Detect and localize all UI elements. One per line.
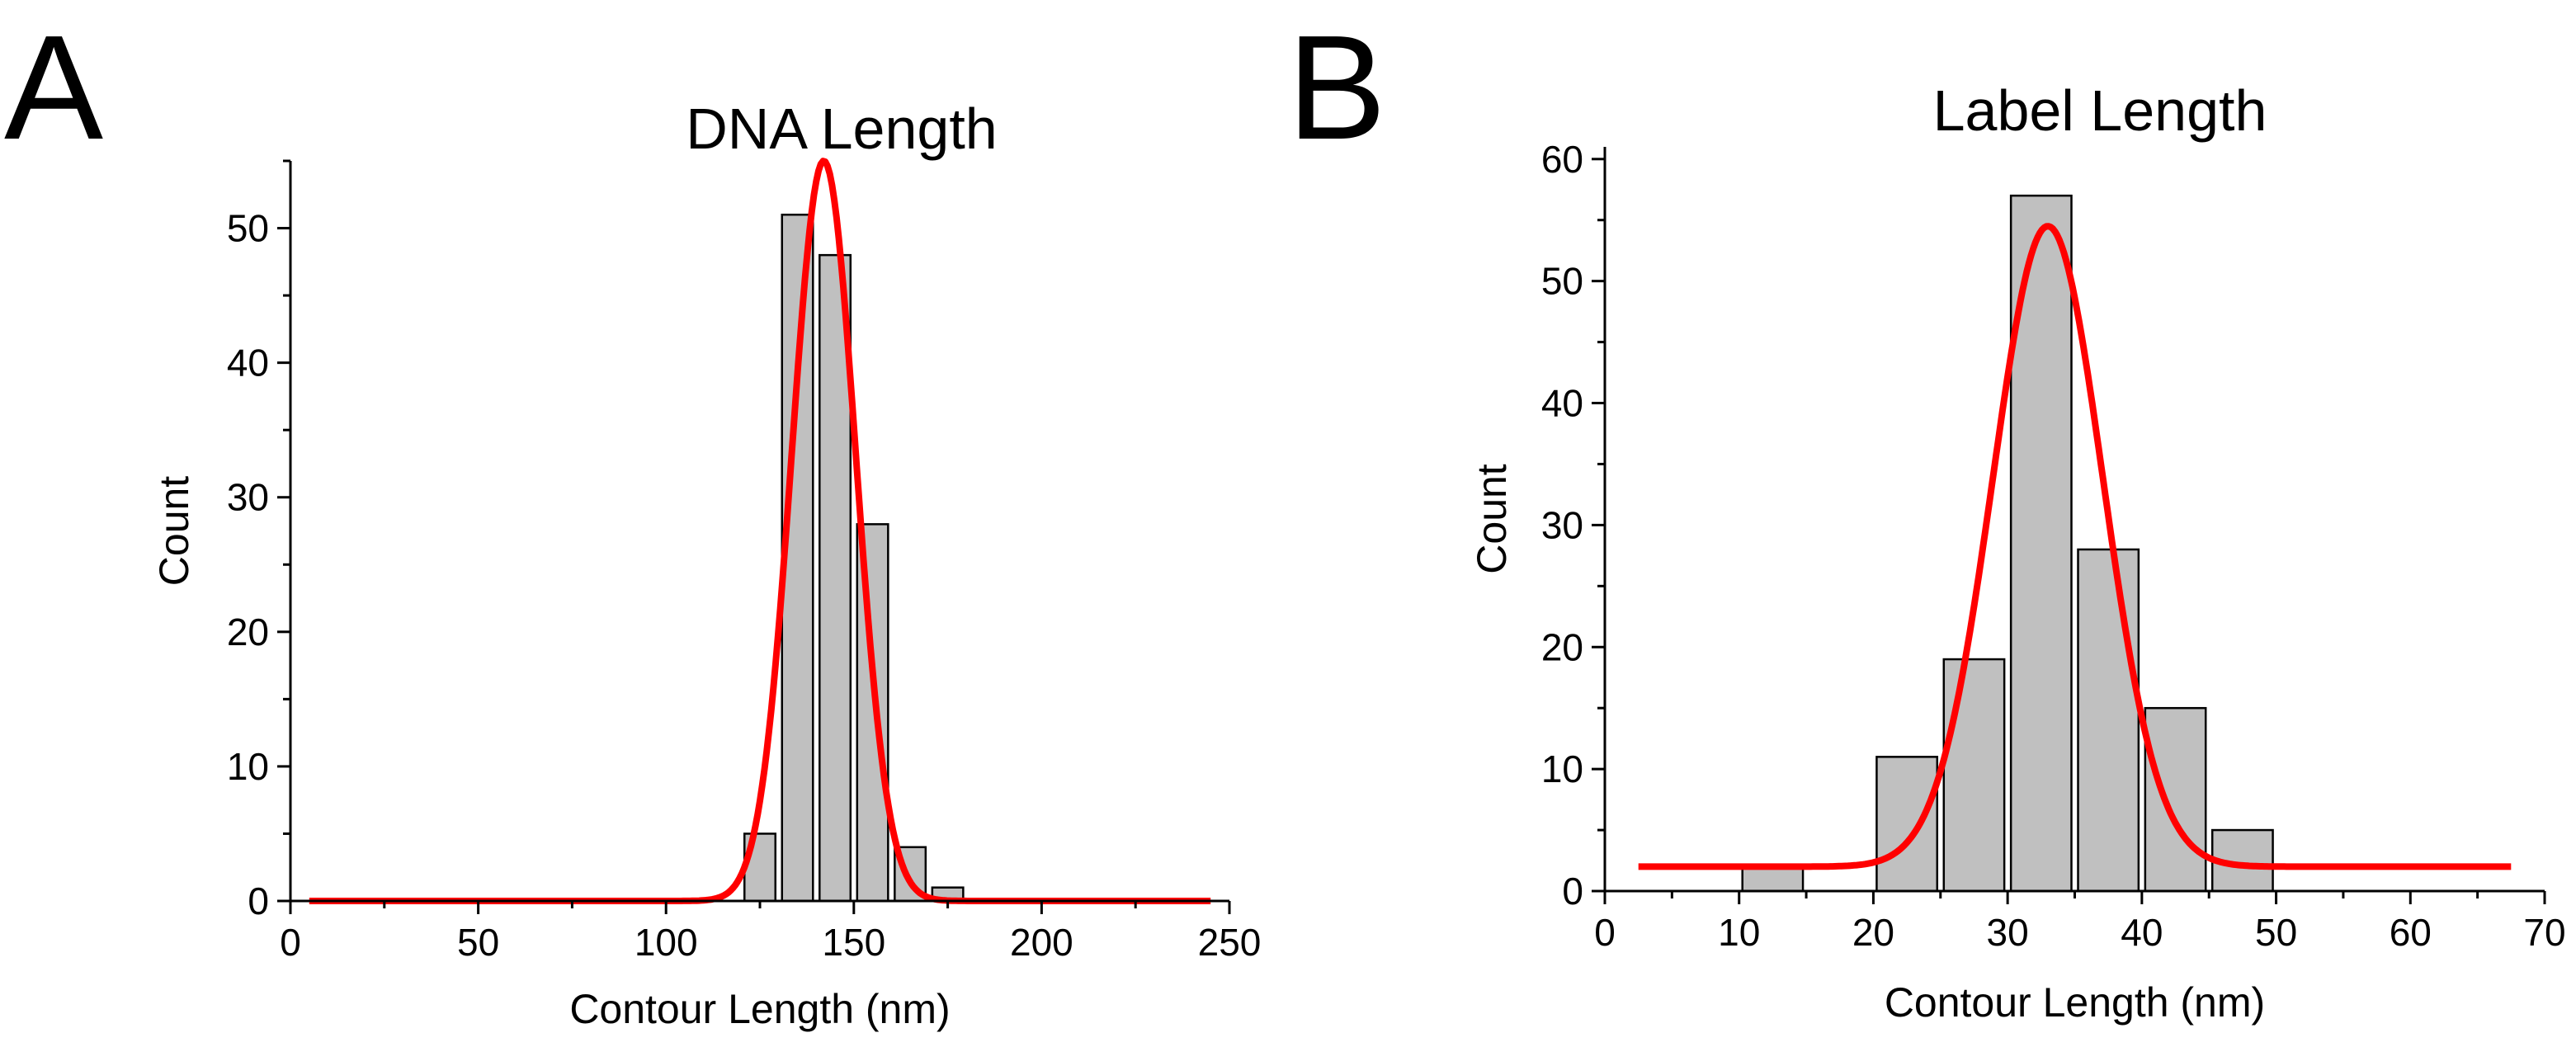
- y-tick-label: 50: [227, 207, 269, 250]
- x-tick-label: 60: [2390, 911, 2432, 954]
- y-tick-label: 30: [227, 476, 269, 519]
- x-tick-label: 20: [1852, 911, 1894, 954]
- x-tick-label: 0: [280, 921, 301, 964]
- y-tick-label: 20: [227, 611, 269, 653]
- panel-letter-a: A: [4, 5, 103, 171]
- histogram-bar: [856, 523, 889, 903]
- y-tick-label: 40: [1541, 382, 1583, 425]
- x-tick-label: 70: [2523, 911, 2565, 954]
- gaussian-fit-curve: [308, 158, 1212, 904]
- y-axis-label: Count: [1469, 464, 1515, 574]
- x-tick-label: 10: [1718, 911, 1760, 954]
- x-tick-label: 40: [2121, 911, 2163, 954]
- histogram-bar: [2210, 828, 2274, 893]
- chart-title: DNA Length: [686, 97, 997, 161]
- x-tick-label: 150: [822, 921, 885, 964]
- gaussian-fit-curve: [1637, 223, 2512, 870]
- x-tick-label: 50: [457, 921, 499, 964]
- y-tick-label: 0: [1562, 870, 1583, 913]
- y-tick-label: 10: [227, 745, 269, 788]
- chart-dna-length: 0 50 100 150 200 250 0 10 20 30 40 50 DNA Length Cont…: [151, 97, 1261, 1032]
- y-tick-label: 50: [1541, 260, 1583, 303]
- panel-letter-b: B: [1287, 5, 1386, 171]
- x-tick-label: 250: [1198, 921, 1262, 964]
- x-tick-label: 100: [635, 921, 698, 964]
- histogram-bar: [1875, 756, 1939, 893]
- y-tick-label: 0: [248, 880, 269, 922]
- x-tick-label: 50: [2255, 911, 2297, 954]
- x-tick-label: 0: [1594, 911, 1616, 954]
- histogram-bar: [1741, 865, 1805, 893]
- histogram-bar: [2077, 548, 2140, 893]
- y-tick-label: 20: [1541, 625, 1583, 668]
- histogram-bar: [2144, 706, 2207, 893]
- y-axis-label: Count: [151, 476, 197, 587]
- x-axis-label: Contour Length (nm): [1885, 979, 2265, 1026]
- x-tick-label: 200: [1010, 921, 1073, 964]
- y-tick-label: 10: [1541, 748, 1583, 790]
- y-tick-label: 60: [1541, 138, 1583, 181]
- histogram-bar: [1942, 658, 2006, 893]
- y-tick-label: 40: [227, 342, 269, 384]
- y-tick-label: 30: [1541, 503, 1583, 546]
- x-axis-label: Contour Length (nm): [569, 986, 950, 1032]
- chart-title: Label Length: [1933, 78, 2267, 143]
- chart-label-length: 0 10 20 30 40 50 60 70 0 10 20 30 40 50 60 Label Length…: [1469, 78, 2566, 1026]
- x-tick-label: 30: [1987, 911, 2029, 954]
